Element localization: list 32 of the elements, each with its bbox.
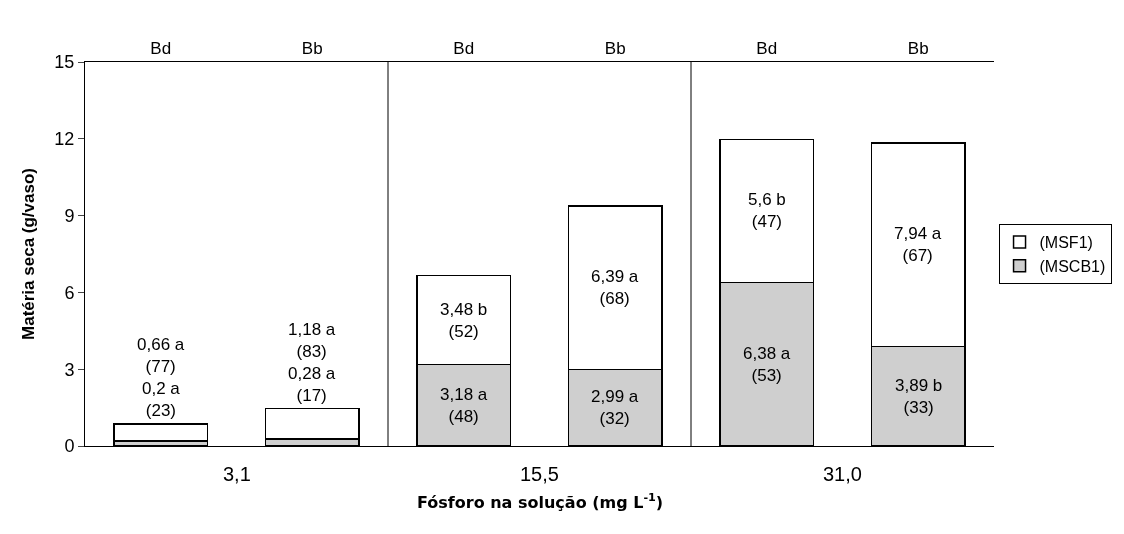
data-label: 0,66 a (77)	[137, 335, 185, 377]
y-axis-title: Matéria seca (g/vaso)	[18, 168, 38, 340]
text: 3,1	[223, 463, 251, 485]
data-label: 7,94 a (67)	[894, 224, 942, 266]
y-tick-label: 0	[64, 436, 75, 457]
data-label: 3,18 a (48)	[440, 385, 488, 427]
y-tick-label: 15	[54, 52, 75, 73]
data-label: 3,48 b (52)	[440, 300, 488, 342]
x-tick-label: Bd	[453, 39, 475, 59]
text: 31,0	[823, 463, 862, 485]
x-tick-label: Bb	[907, 39, 929, 59]
x-tick-label: Bb	[301, 39, 323, 59]
data-label: 0,28 a (17)	[288, 364, 336, 406]
data-label: 5,6 b (47)	[748, 190, 786, 232]
legend-label: (MSCB1)	[1039, 257, 1106, 275]
x-tick-label: Bb	[604, 39, 626, 59]
data-label: 6,38 a (53)	[743, 344, 791, 386]
data-label: 6,39 a (68)	[591, 267, 639, 309]
y-tick-label: 3	[64, 359, 75, 380]
text: 15,5	[520, 463, 559, 485]
y-tick-label: 6	[64, 282, 75, 303]
x-tick-label: Bd	[150, 39, 172, 59]
bar	[113, 423, 209, 442]
data-label: 3,89 b (33)	[895, 376, 943, 418]
data-label: 0,2 a (23)	[142, 379, 181, 421]
y-tick-label: 12	[54, 129, 75, 150]
data-label: 2,99 a (32)	[591, 387, 639, 429]
data-label: 1,18 a (83)	[288, 320, 336, 362]
y-tick-label: 9	[64, 205, 75, 226]
legend-label: (MSF1)	[1039, 234, 1093, 252]
x-tick-label: Bd	[756, 39, 778, 59]
x-axis-title: Fósforo na solução (mg L$^{-1}$)	[417, 491, 664, 512]
